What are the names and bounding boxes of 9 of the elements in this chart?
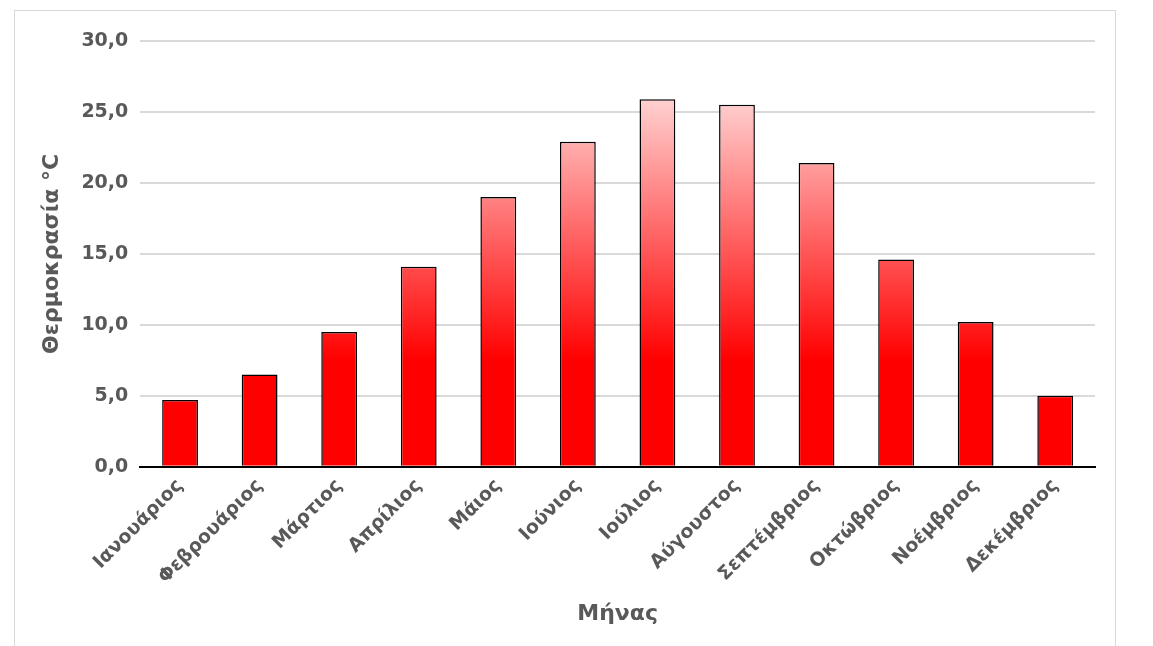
x-axis-title: Μήνας	[577, 599, 658, 625]
y-tick-label: 15,0	[81, 240, 129, 263]
y-tick-label: 20,0	[81, 169, 129, 192]
y-tick-label: 5,0	[94, 382, 129, 405]
y-axis-title: Θερμοκρασία °C	[37, 153, 63, 354]
y-tick-label: 0,0	[94, 453, 129, 476]
y-tick-label: 10,0	[81, 311, 129, 334]
y-tick-label: 30,0	[81, 27, 129, 50]
y-tick-label: 25,0	[81, 98, 129, 121]
